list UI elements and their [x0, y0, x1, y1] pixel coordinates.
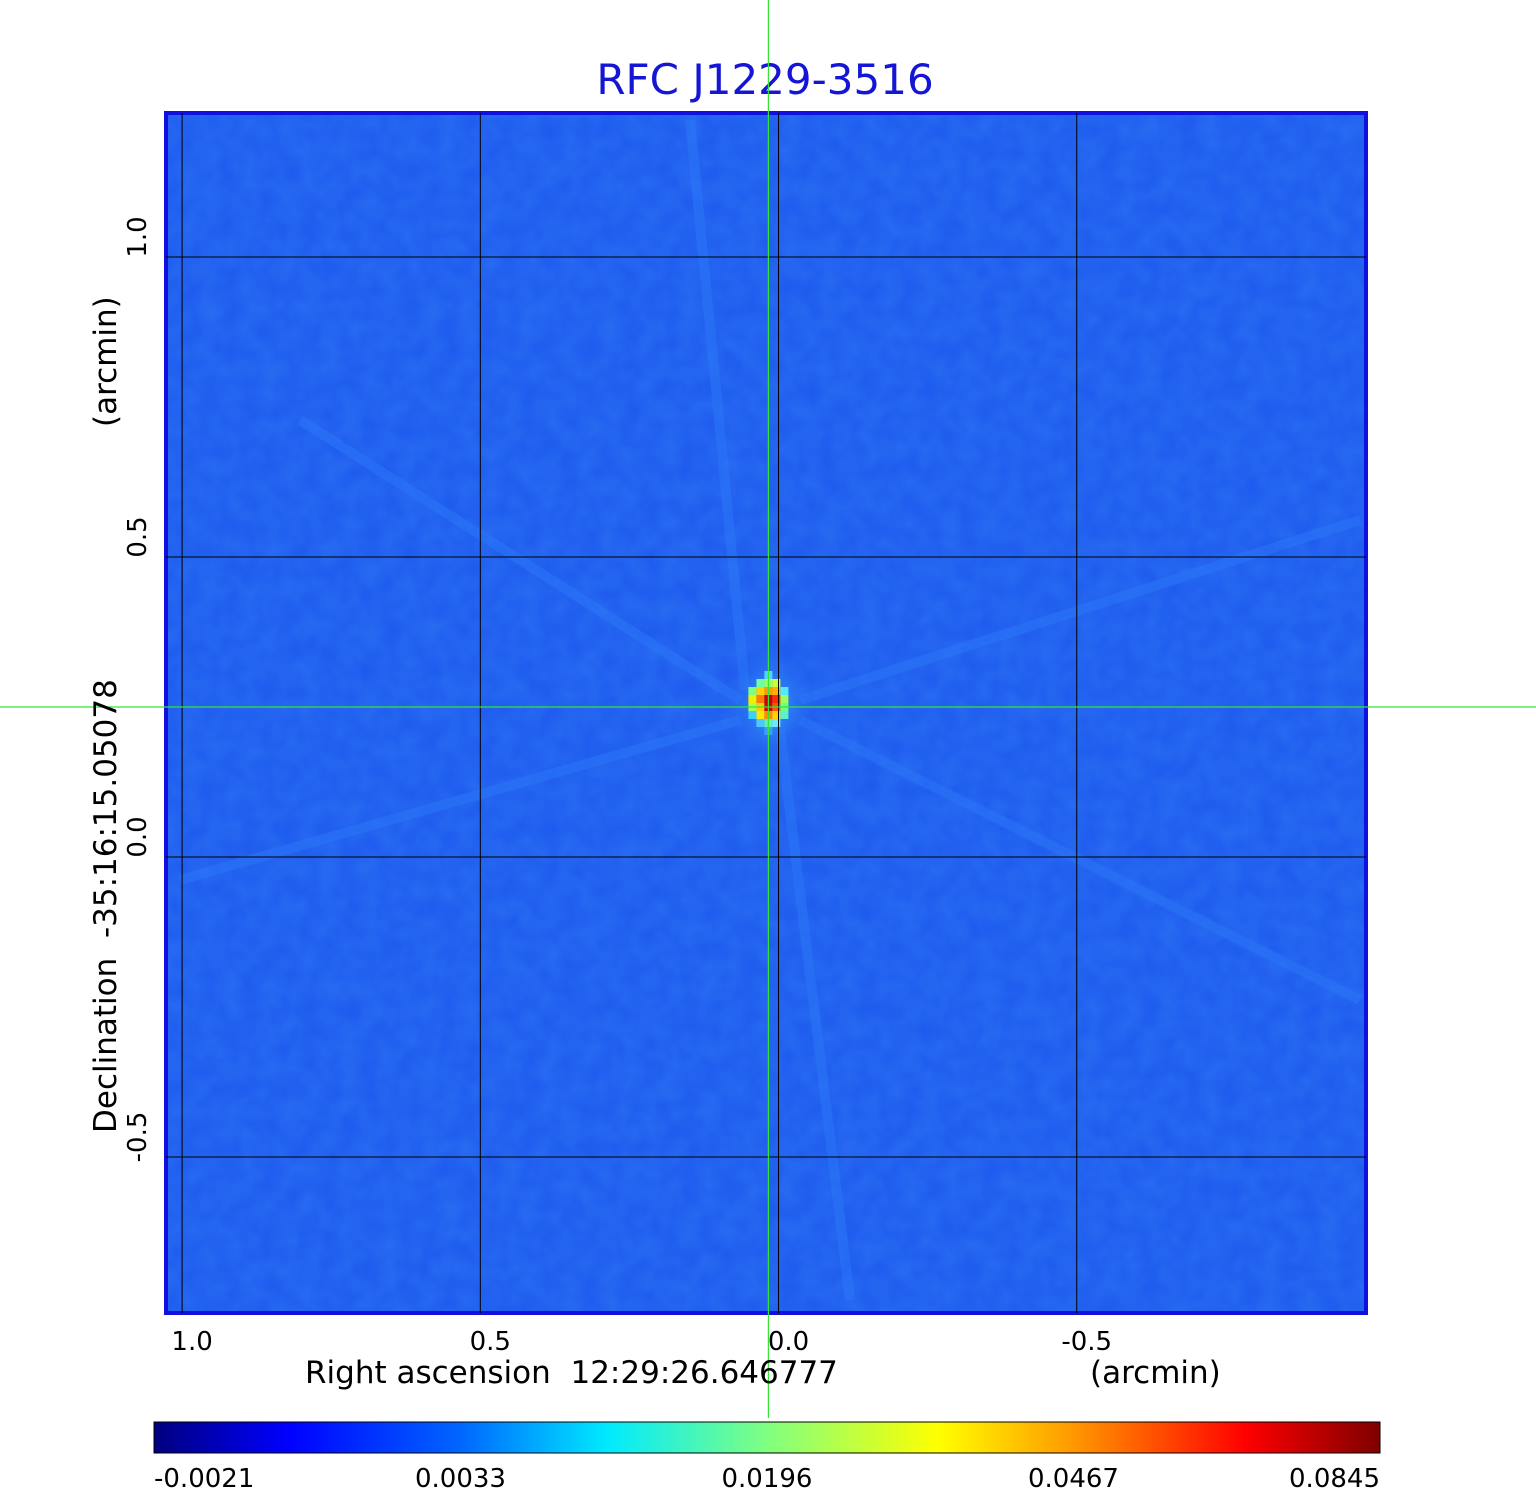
- source-pixel: [780, 695, 789, 703]
- colorbar-tick-label: 0.0196: [722, 1464, 813, 1494]
- source-pixel: [780, 711, 789, 719]
- source-pixel: [772, 695, 781, 703]
- x-axis-unit: (arcmin): [1090, 1355, 1221, 1391]
- y-tick-label: 0.5: [123, 516, 153, 557]
- y-tick-labels: 1.0 0.5 0.0 -0.5: [123, 216, 153, 1162]
- colorbar-gradient: [153, 1421, 1381, 1454]
- chart-title: RFC J1229-3516: [596, 55, 933, 104]
- colorbar-tick-label: 0.0033: [415, 1464, 506, 1494]
- source-pixel: [748, 695, 757, 703]
- heatmap-image: [164, 111, 1368, 1315]
- x-tick-label: -0.5: [1061, 1327, 1112, 1357]
- x-tick-label: 0.5: [470, 1327, 511, 1357]
- sidelobe-streaks: [178, 119, 1363, 1301]
- colorbar-tick-label: 0.0467: [1028, 1464, 1119, 1494]
- x-tick-label: 1.0: [171, 1327, 212, 1357]
- y-tick-label: -0.5: [123, 1112, 153, 1163]
- x-axis-label: Right ascension 12:29:26.646777: [305, 1355, 838, 1391]
- source-pixel: [780, 687, 789, 695]
- coordinate-grid: [166, 113, 1366, 1313]
- source-pixel: [772, 679, 781, 687]
- source-pixel: [772, 711, 781, 719]
- source-pixel: [748, 687, 757, 695]
- source-pixel: [756, 719, 765, 727]
- source-pixel: [756, 695, 765, 703]
- y-axis-label: Declination -35:16:15.05078: [88, 679, 124, 1133]
- y-tick-label: 1.0: [123, 216, 153, 257]
- colorbar: -0.0021 0.0033 0.0196 0.0467 0.0845: [153, 1421, 1381, 1494]
- x-tick-label: 0.0: [768, 1327, 809, 1357]
- source-pixel: [756, 679, 765, 687]
- source-pixel: [772, 719, 781, 727]
- crosshair: [0, 0, 1536, 1418]
- source-pixel: [756, 711, 765, 719]
- image-frame: [164, 111, 1368, 1315]
- x-tick-labels: 1.0 0.5 0.0 -0.5: [171, 1327, 1112, 1357]
- colorbar-tick-labels: -0.0021 0.0033 0.0196 0.0467 0.0845: [154, 1464, 1380, 1494]
- colorbar-tick-label: -0.0021: [154, 1464, 254, 1494]
- y-tick-label: 0.0: [123, 816, 153, 857]
- source-pixel: [748, 711, 757, 719]
- source-pixel: [756, 687, 765, 695]
- colorbar-tick-label: 0.0845: [1289, 1464, 1380, 1494]
- y-axis-unit: (arcmin): [88, 296, 124, 427]
- source-pixel: [772, 687, 781, 695]
